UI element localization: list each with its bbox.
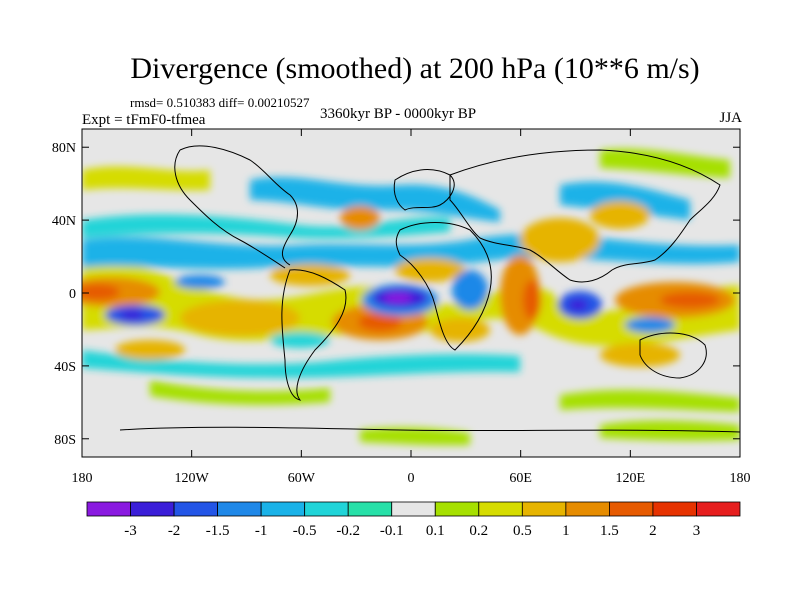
colorbar-label: -2 — [168, 523, 181, 539]
x-tick-label: 120W — [175, 471, 210, 486]
field-blob — [175, 275, 225, 289]
field-band — [600, 148, 730, 178]
colorbar-swatch — [130, 501, 175, 517]
colorbar-swatch — [565, 501, 610, 517]
field-band — [560, 181, 690, 220]
field-blob — [660, 292, 720, 308]
field-blob — [120, 310, 144, 320]
field-band — [250, 177, 500, 222]
coastlines — [119, 145, 740, 433]
colorbar-swatch — [434, 501, 480, 517]
colorbar-swatch — [260, 501, 306, 517]
colorbar-label: 2 — [649, 523, 657, 539]
field-blob — [520, 218, 600, 262]
colorbar-label: 0.2 — [469, 523, 488, 539]
x-tick-label: 120E — [616, 471, 646, 486]
y-tick-label: 0 — [69, 287, 76, 302]
colorbar-label: -0.2 — [336, 523, 360, 539]
colorbar-label: 1 — [562, 523, 570, 539]
coast-antarctica — [119, 426, 740, 433]
field-blob — [568, 299, 588, 311]
colorbar-label: -0.5 — [293, 523, 317, 539]
y-tick-label: 80S — [54, 433, 76, 448]
colorbar-swatch — [173, 501, 218, 517]
x-tick-label: 60W — [288, 471, 316, 486]
x-tick-label: 0 — [408, 471, 415, 486]
coast-africa — [395, 222, 492, 351]
coast-south-america — [281, 269, 347, 401]
field-blob — [590, 201, 650, 229]
colorbar-swatch — [609, 501, 654, 517]
coast-asia — [449, 149, 721, 283]
colorbar-label: 0.1 — [426, 523, 445, 539]
coast-europe — [393, 169, 455, 211]
stats-text: rmsd= 0.510383 diff= 0.00210527 — [130, 95, 310, 110]
colorbar-swatch — [86, 501, 131, 517]
colorbar-label: -3 — [124, 523, 137, 539]
field-blob — [523, 280, 541, 320]
field-blob — [180, 300, 300, 336]
colorbar-label: -1.5 — [206, 523, 230, 539]
coast-north-america-west — [174, 149, 286, 269]
y-tick-label: 40N — [52, 214, 76, 229]
field-blob — [115, 340, 185, 360]
x-tick-label: 180 — [730, 471, 751, 486]
colorbar-swatch — [478, 501, 523, 517]
field-band — [360, 427, 470, 446]
chart-title: Divergence (smoothed) at 200 hPa (10**6 … — [130, 52, 700, 85]
field-band — [82, 214, 450, 239]
colorbar-swatch — [652, 501, 697, 517]
field-blob — [430, 318, 490, 342]
colorbar-swatch — [391, 501, 436, 517]
y-tick-label: 80N — [52, 141, 76, 156]
field-band — [150, 380, 330, 405]
colorbar-label: 3 — [693, 523, 701, 539]
colorbar-swatch — [347, 501, 393, 517]
x-tick-label: 60E — [509, 471, 532, 486]
colorbar-label: -0.1 — [380, 523, 404, 539]
field-blob — [384, 293, 412, 303]
colorbar-swatch — [217, 501, 262, 517]
field-band — [560, 389, 740, 412]
colorbar-label: -1 — [255, 523, 268, 539]
colorbar-swatch — [521, 501, 567, 517]
colorbar-swatch — [304, 501, 349, 517]
field-blob — [452, 270, 488, 310]
field-blob — [270, 332, 330, 348]
season-label: JJA — [719, 110, 742, 126]
colorbar-label: 0.5 — [513, 523, 532, 539]
field-blob — [625, 317, 675, 333]
field-blob — [82, 284, 120, 300]
field-blob — [395, 258, 465, 282]
field-blob — [340, 206, 380, 230]
experiment-label: Expt = tFmF0-tfmea — [82, 112, 206, 128]
colorbar-swatch — [696, 501, 741, 517]
field-blob — [270, 264, 350, 286]
divergence-field — [82, 148, 740, 446]
period-label: 3360kyr BP - 0000kyr BP — [320, 106, 477, 122]
field-band — [82, 350, 520, 378]
y-tick-label: 40S — [54, 360, 76, 375]
x-tick-label: 180 — [72, 471, 93, 486]
field-blob — [358, 313, 402, 331]
coast-north-america — [179, 145, 298, 266]
coast-australia — [639, 332, 707, 379]
field-band — [82, 166, 210, 191]
colorbar-label: 1.5 — [600, 523, 619, 539]
